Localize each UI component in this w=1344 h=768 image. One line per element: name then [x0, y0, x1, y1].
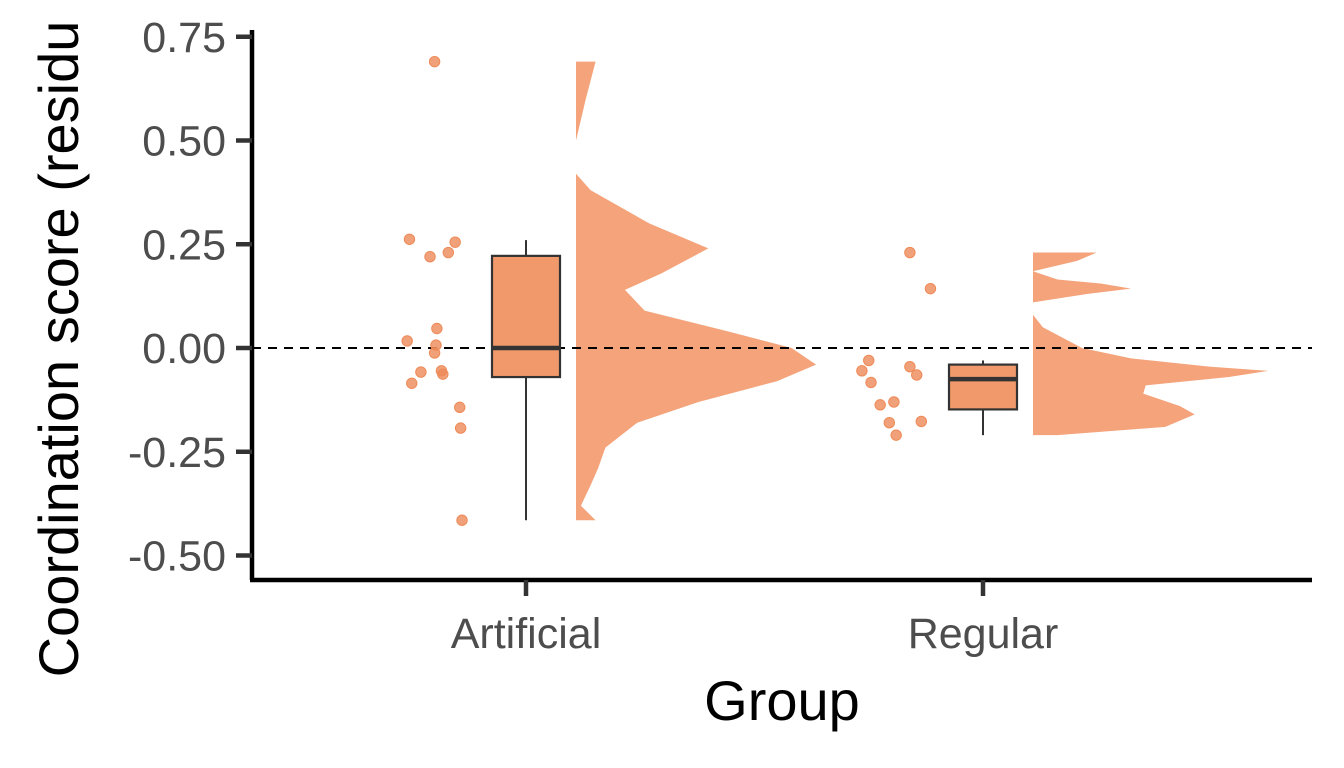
box-plots [490, 240, 1019, 521]
data-point [424, 251, 436, 263]
data-point [449, 236, 461, 248]
y-tick-label: -0.50 [128, 533, 226, 581]
data-point [403, 233, 416, 245]
x-axis-title: Group [704, 669, 860, 732]
density-clouds [576, 61, 1269, 521]
data-point [911, 369, 923, 381]
data-point [915, 415, 928, 428]
data-point [888, 396, 900, 408]
x-tick-label: Artificial [451, 610, 602, 658]
box-iqr [490, 254, 562, 379]
raw-data-points [401, 55, 937, 526]
y-axis-ticks: 0.75 0.50 0.25 0.00 -0.25 -0.50 [128, 14, 252, 581]
data-point [406, 377, 418, 389]
data-point [456, 514, 468, 526]
axes [249, 30, 1312, 583]
x-tick-label: Regular [908, 610, 1059, 658]
data-point [924, 282, 937, 295]
x-axis-ticks: Artificial Regular [451, 580, 1059, 658]
data-point [415, 366, 427, 378]
y-tick-label: 0.00 [142, 325, 226, 373]
data-point [442, 246, 455, 259]
data-point [428, 55, 441, 68]
data-point [454, 401, 466, 414]
y-axis-title: Coordination score (residu [27, 21, 90, 678]
data-point [904, 360, 916, 373]
data-point [883, 417, 896, 429]
data-point [454, 422, 467, 434]
y-tick-label: -0.25 [128, 429, 226, 477]
data-point [865, 376, 877, 389]
y-tick-label: 0.50 [142, 118, 226, 166]
density-cloud-artificial [576, 61, 817, 521]
data-point [874, 399, 886, 411]
y-tick-label: 0.25 [142, 221, 226, 269]
data-point [437, 368, 449, 380]
data-point [431, 322, 443, 335]
data-point [890, 429, 902, 441]
data-point [428, 347, 441, 359]
data-point [401, 335, 413, 347]
box-iqr [947, 363, 1019, 411]
data-point [904, 246, 916, 259]
density-cloud-regular [1033, 252, 1269, 436]
data-point [863, 354, 875, 367]
y-tick-label: 0.75 [142, 14, 226, 62]
data-point [856, 365, 868, 377]
